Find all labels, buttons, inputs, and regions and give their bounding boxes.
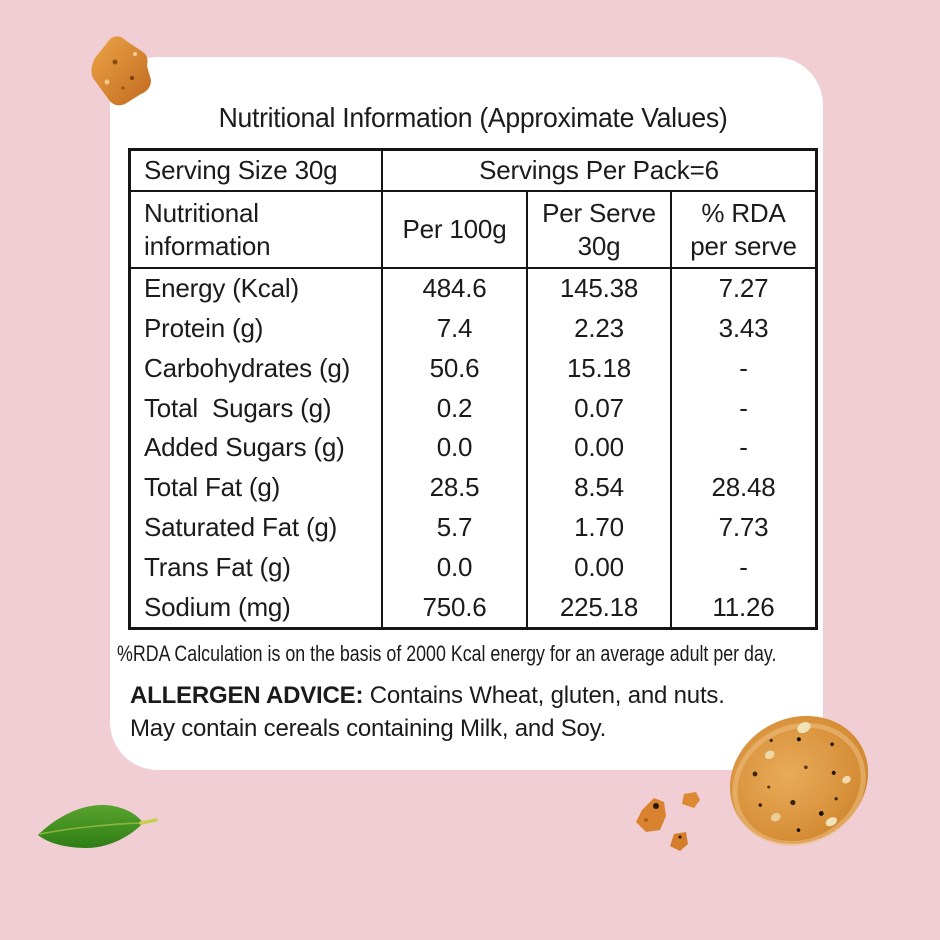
nutrient-value: 0.0 [436,551,473,582]
nutrient-value: 2.23 [574,313,624,344]
cookie-crumbs-icon [636,792,700,851]
nutrient-label: Sodium (mg) [144,591,291,622]
nutrient-value: 0.00 [574,432,624,463]
nutrient-value: 50.6 [429,352,480,383]
header-line: 30g [577,230,621,261]
header-line: Nutritional [144,197,259,228]
column-header-nutritional-information: Nutritional information [131,192,383,269]
nutrient-value: 7.4 [436,313,473,344]
label-card [110,57,823,770]
nutrient-value: - [739,392,748,423]
nutrient-label: Total Fat (g) [144,472,281,503]
allergen-advice-label: ALLERGEN ADVICE: [130,682,364,709]
nutrient-value: 28.5 [429,472,480,503]
nutrient-value: 7.27 [718,273,769,304]
nutrient-value: 5.7 [436,512,473,543]
column-header-per-serve: Per Serve 30g [528,192,672,269]
serving-size-cell: Serving Size 30g [131,151,383,192]
allergen-advice: ALLERGEN ADVICE: Contains Wheat, gluten,… [130,679,790,745]
rda-footnote: %RDA Calculation is on the basis of 2000… [117,641,777,666]
servings-per-pack-cell: Servings Per Pack=6 [383,151,815,192]
nutrition-table: Serving Size 30g Servings Per Pack=6 Nut… [128,148,818,630]
nutrient-label: Carbohydrates (g) [144,352,351,383]
nutrient-value: 750.6 [422,591,487,622]
nutrient-value: 11.26 [712,591,775,622]
header-line: information [144,230,271,261]
nutrient-value: 0.0 [436,432,473,463]
rda-column: 7.27 3.43 - - - 28.48 7.73 - 11.26 [672,269,815,627]
leaf-icon [38,804,158,848]
nutrient-label-column: Energy (Kcal) Protein (g) Carbohydrates (g… [131,269,383,627]
nutrient-value: 0.07 [574,392,624,423]
nutrient-value: 225.18 [559,591,639,622]
nutrient-label: Trans Fat (g) [144,551,291,582]
nutrient-value: 8.54 [574,472,624,503]
nutrient-label: Added Sugars (g) [144,432,345,463]
nutrient-value: 7.73 [718,512,769,543]
per-100g-column: 484.6 7.4 50.6 0.2 0.0 28.5 5.7 0.0 750.6 [383,269,528,627]
nutrient-value: 3.43 [718,313,769,344]
nutrient-label: Protein (g) [144,313,264,344]
nutrient-value: 484.6 [422,273,487,304]
nutrient-label: Total Sugars (g) [144,392,332,423]
nutrient-value: 28.48 [711,472,776,503]
column-header-rda: % RDA per serve [672,192,815,269]
allergen-advice-line1: Contains Wheat, gluten, and nuts. [363,682,725,709]
nutrient-value: - [739,551,748,582]
header-line: Per 100g [402,214,507,244]
header-line: % RDA [701,197,786,228]
nutrient-value: 145.38 [559,273,639,304]
nutrient-value: - [739,432,748,463]
header-line: Per Serve [542,197,656,228]
allergen-advice-line2: May contain cereals containing Milk, and… [130,715,607,742]
per-serve-column: 145.38 2.23 15.18 0.07 0.00 8.54 1.70 0.00 225.1… [528,269,672,627]
nutrient-value: 1.70 [574,512,624,543]
nutrient-value: 15.18 [566,352,632,383]
nutrient-value: - [739,352,748,383]
header-line: per serve [690,230,797,261]
nutrient-value: 0.00 [574,551,624,582]
page-title: Nutritional Information (Approximate Val… [218,102,728,133]
nutrient-label: Energy (Kcal) [144,273,299,304]
nutrient-label: Saturated Fat (g) [144,512,338,543]
nutrient-value: 0.2 [436,392,473,423]
column-header-per-100g: Per 100g [383,192,528,269]
